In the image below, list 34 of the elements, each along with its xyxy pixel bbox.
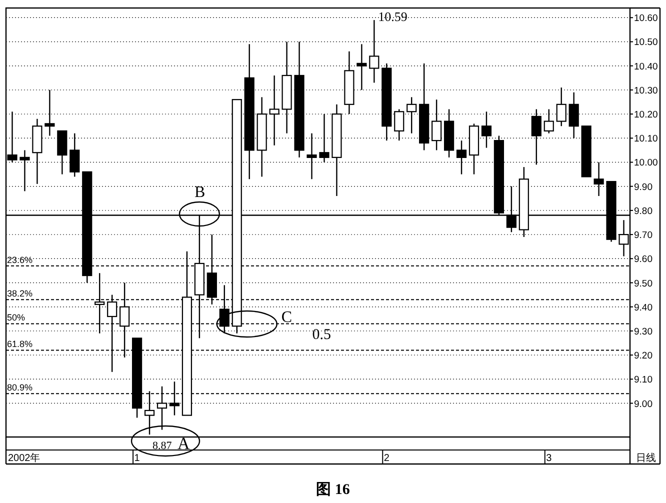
annotation: 10.59 bbox=[378, 9, 408, 24]
x-tick-label: 2 bbox=[384, 453, 390, 464]
annotation: A bbox=[178, 434, 191, 453]
y-tick-label: 9.90 bbox=[634, 182, 652, 193]
text: 日线 bbox=[636, 452, 656, 464]
y-tick-label: 10.60 bbox=[634, 13, 658, 24]
text: 2002年 bbox=[8, 452, 40, 464]
y-tick-label: 9.40 bbox=[634, 302, 652, 314]
annotation: 80.9% bbox=[7, 382, 33, 393]
annotation: 50% bbox=[7, 312, 26, 323]
annotation: 61.8% bbox=[7, 339, 33, 350]
y-tick-label: 10.30 bbox=[634, 85, 658, 96]
x-tick-label: 3 bbox=[546, 453, 552, 464]
annotation: 23.6% bbox=[7, 254, 33, 265]
annotation: 38.2% bbox=[7, 288, 33, 299]
y-tick-label: 9.70 bbox=[634, 230, 652, 242]
text: 8.87 bbox=[152, 440, 172, 452]
y-tick-label: 9.10 bbox=[634, 374, 652, 386]
y-tick-label: 10.50 bbox=[634, 37, 658, 48]
y-tick-label: 9.60 bbox=[634, 254, 652, 266]
y-tick-label: 9.00 bbox=[634, 398, 652, 410]
caption: 图 16 bbox=[316, 482, 350, 498]
annotation: B bbox=[194, 184, 206, 201]
y-tick-label: 10.20 bbox=[634, 110, 658, 121]
annotation: 0.5 bbox=[312, 327, 331, 343]
x-tick-label: 1 bbox=[134, 453, 140, 464]
y-tick-label: 10.40 bbox=[634, 61, 658, 72]
y-tick-label: 9.20 bbox=[634, 350, 652, 362]
y-tick-label: 10.10 bbox=[634, 134, 658, 145]
y-tick-label: 10.00 bbox=[634, 158, 658, 169]
y-tick-label: 9.50 bbox=[634, 278, 652, 290]
y-tick-label: 9.80 bbox=[634, 206, 652, 217]
y-tick-label: 9.30 bbox=[634, 326, 652, 338]
annotation: C bbox=[281, 309, 292, 326]
